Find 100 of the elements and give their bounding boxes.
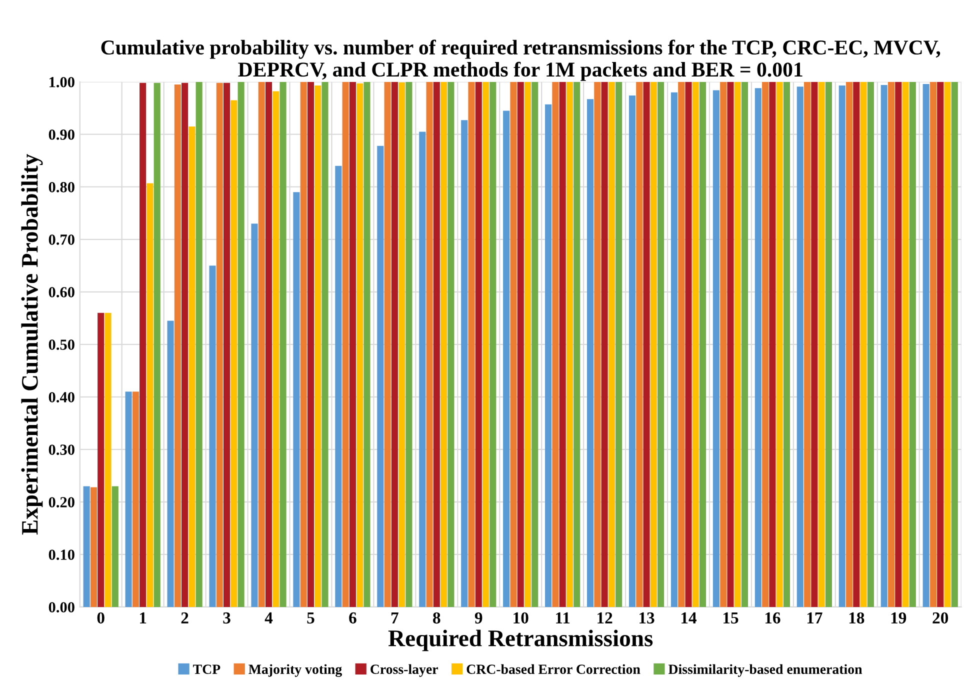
- bar: [880, 84, 888, 607]
- x-tick-label: 12: [598, 612, 612, 624]
- bar: [712, 90, 720, 607]
- bar: [888, 82, 895, 607]
- bar: [196, 82, 202, 607]
- bar: [307, 82, 314, 607]
- bar: [804, 82, 811, 607]
- bar: [468, 82, 475, 607]
- bar: [356, 83, 364, 607]
- bar: [364, 82, 370, 607]
- bar: [140, 82, 146, 607]
- bar: [895, 82, 902, 607]
- bar: [754, 88, 762, 607]
- bar: [426, 82, 433, 607]
- x-tick-label: 6: [349, 612, 356, 624]
- bar: [922, 84, 930, 607]
- bar: [636, 82, 643, 607]
- bar: [692, 82, 699, 607]
- x-tick-label: 15: [723, 612, 738, 624]
- bar: [216, 82, 223, 607]
- bar: [154, 82, 160, 607]
- y-tick-label: 0.20: [48, 497, 74, 508]
- bar: [601, 82, 608, 607]
- bar: [258, 82, 265, 607]
- x-tick-label: 17: [807, 612, 822, 624]
- x-axis-title: Required Retransmissions: [388, 630, 653, 652]
- bar: [398, 82, 406, 607]
- bar: [182, 82, 188, 607]
- bar: [769, 82, 776, 607]
- bar: [811, 82, 818, 607]
- bar: [272, 91, 280, 607]
- bar: [132, 392, 139, 607]
- bar: [83, 486, 90, 607]
- x-tick-label: 0: [97, 612, 104, 624]
- bar: [658, 82, 664, 607]
- bar: [608, 82, 615, 607]
- bar: [574, 82, 580, 607]
- bar: [846, 82, 853, 607]
- bar: [251, 224, 258, 607]
- y-tick-label: 0.30: [48, 444, 74, 455]
- bar: [125, 392, 132, 607]
- bar: [643, 82, 650, 607]
- bar: [98, 312, 104, 607]
- x-tick-label: 18: [849, 612, 864, 624]
- bar: [532, 82, 538, 607]
- bar: [951, 82, 958, 607]
- bar: [349, 82, 356, 607]
- bar: [440, 82, 448, 607]
- bar: [650, 82, 657, 607]
- bar: [90, 487, 97, 607]
- bar: [490, 82, 496, 607]
- x-tick-label: 11: [556, 612, 570, 624]
- legend-label: Dissimilarity-based enumeration: [668, 664, 862, 677]
- x-tick-label: 13: [640, 612, 654, 624]
- legend-label: Majority voting: [248, 664, 342, 677]
- bar: [628, 95, 636, 607]
- x-tick-label: 19: [891, 612, 906, 624]
- bar: [825, 82, 832, 607]
- bar: [104, 312, 112, 607]
- bar: [482, 82, 490, 607]
- bar: [587, 99, 594, 607]
- x-tick-label: 8: [433, 612, 440, 624]
- bar: [167, 320, 174, 607]
- bar: [238, 82, 244, 607]
- bar: [552, 82, 559, 607]
- bar: [838, 86, 846, 607]
- bar: [188, 126, 196, 607]
- x-tick-label: 14: [682, 612, 697, 624]
- bar: [209, 266, 216, 607]
- x-tick-label: 3: [223, 612, 230, 624]
- bar: [391, 82, 398, 607]
- y-tick-label: 0.70: [48, 234, 74, 245]
- bar: [860, 82, 867, 607]
- y-tick-label: 0.60: [48, 287, 74, 298]
- bar: [510, 82, 517, 607]
- bar: [909, 82, 916, 607]
- bar: [685, 82, 692, 607]
- bar: [174, 84, 181, 607]
- bar: [293, 192, 300, 607]
- bar: [944, 82, 951, 607]
- x-tick-label: 5: [307, 612, 314, 624]
- y-tick-label: 0.10: [48, 550, 74, 560]
- bar: [419, 132, 426, 607]
- bar: [265, 82, 272, 607]
- bar: [741, 82, 748, 607]
- bar: [720, 82, 727, 607]
- bar: [776, 82, 783, 607]
- bar: [930, 82, 936, 607]
- y-tick-label: 0.00: [48, 602, 74, 612]
- bar: [230, 100, 238, 607]
- bar: [853, 82, 860, 607]
- bar: [734, 82, 741, 607]
- bar: [937, 82, 944, 607]
- bar: [678, 82, 685, 607]
- legend-label: CRC-based Error Correction: [466, 664, 640, 674]
- bar: [300, 82, 307, 607]
- bar: [314, 86, 322, 607]
- bar: [448, 82, 454, 607]
- x-tick-label: 20: [932, 612, 948, 624]
- bar: [545, 104, 552, 607]
